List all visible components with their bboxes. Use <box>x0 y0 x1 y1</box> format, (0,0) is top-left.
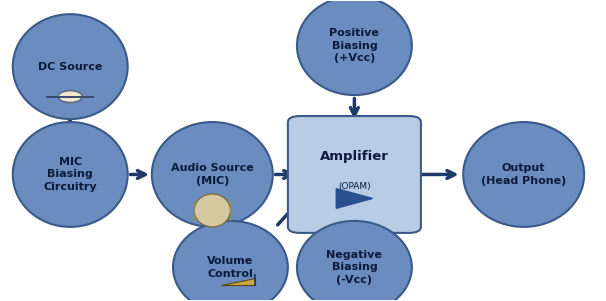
Text: DC Source: DC Source <box>38 62 102 72</box>
Text: Positive
Biasing
(+Vcc): Positive Biasing (+Vcc) <box>330 28 379 64</box>
Ellipse shape <box>13 14 128 119</box>
Ellipse shape <box>463 122 584 227</box>
Ellipse shape <box>173 221 288 301</box>
Text: MIC
Biasing
Circuitry: MIC Biasing Circuitry <box>44 157 97 192</box>
Ellipse shape <box>13 122 128 227</box>
Text: (OPAM): (OPAM) <box>338 182 371 191</box>
Polygon shape <box>221 278 255 285</box>
Text: Negative
Biasing
(-Vcc): Negative Biasing (-Vcc) <box>327 250 382 285</box>
Text: Amplifier: Amplifier <box>320 150 389 163</box>
FancyBboxPatch shape <box>288 116 421 233</box>
Ellipse shape <box>297 0 412 95</box>
Ellipse shape <box>152 122 273 227</box>
Text: Output
(Head Phone): Output (Head Phone) <box>481 163 567 186</box>
Ellipse shape <box>194 194 230 227</box>
Circle shape <box>58 91 82 103</box>
Text: Volume
Control: Volume Control <box>207 256 253 279</box>
Polygon shape <box>336 188 373 208</box>
Text: Audio Source
(MIC): Audio Source (MIC) <box>171 163 254 186</box>
Ellipse shape <box>297 221 412 301</box>
